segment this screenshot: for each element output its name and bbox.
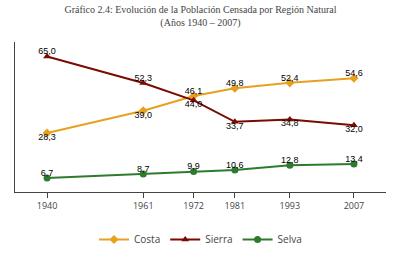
svg-text:39,0: 39,0 xyxy=(134,110,152,120)
svg-text:44,0: 44,0 xyxy=(185,99,203,109)
svg-text:33,7: 33,7 xyxy=(226,121,244,131)
svg-text:1972: 1972 xyxy=(183,199,204,212)
svg-text:54,6: 54,6 xyxy=(345,68,363,78)
svg-text:65,0: 65,0 xyxy=(38,46,56,56)
svg-text:52,4: 52,4 xyxy=(281,73,299,83)
svg-text:Gráfico 2.4: Evolución de la P: Gráfico 2.4: Evolución de la Población C… xyxy=(64,4,336,29)
svg-text:8,7: 8,7 xyxy=(137,164,150,174)
svg-text:52,3: 52,3 xyxy=(134,73,152,83)
svg-text:2007: 2007 xyxy=(344,199,365,212)
svg-text:32,0: 32,0 xyxy=(345,124,363,134)
svg-text:34,8: 34,8 xyxy=(281,118,299,128)
svg-text:49,8: 49,8 xyxy=(226,78,244,88)
svg-text:46,1: 46,1 xyxy=(185,86,203,96)
svg-text:Selva: Selva xyxy=(278,232,302,246)
svg-text:1993: 1993 xyxy=(280,199,301,212)
svg-text:28,3: 28,3 xyxy=(38,132,56,142)
svg-text:13,4: 13,4 xyxy=(345,154,363,164)
svg-text:Sierra: Sierra xyxy=(205,232,232,246)
svg-text:6,7: 6,7 xyxy=(41,168,54,178)
svg-text:1961: 1961 xyxy=(133,199,154,212)
svg-text:10,6: 10,6 xyxy=(226,160,244,170)
svg-text:12,8: 12,8 xyxy=(281,155,299,165)
svg-text:9,9: 9,9 xyxy=(187,161,200,171)
svg-text:1940: 1940 xyxy=(37,199,58,212)
svg-text:Costa: Costa xyxy=(134,232,160,246)
svg-text:1981: 1981 xyxy=(225,199,246,212)
